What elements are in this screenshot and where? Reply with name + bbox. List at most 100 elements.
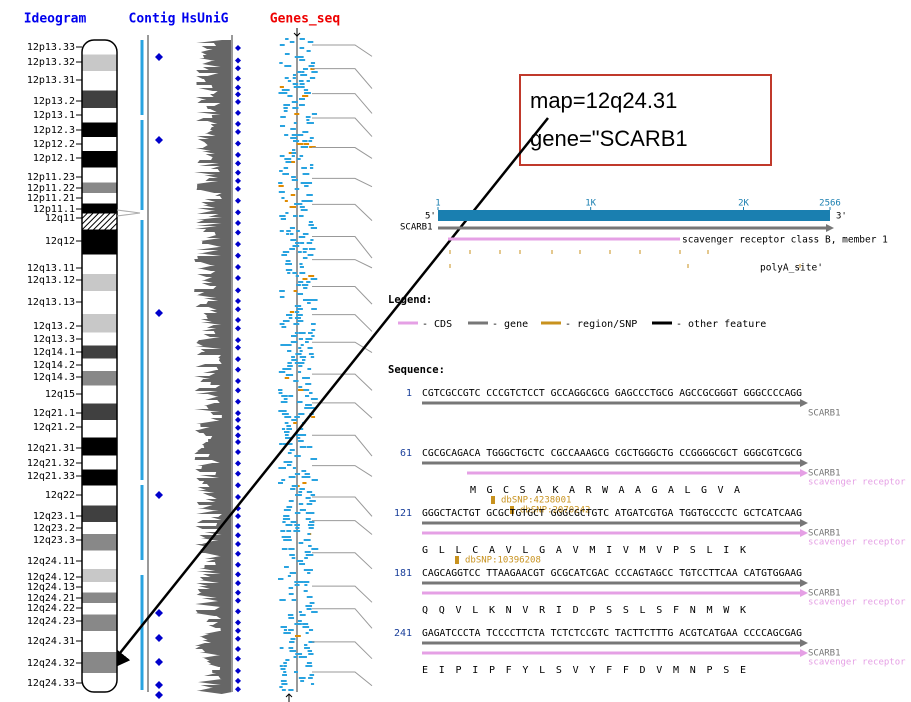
unigene-marker bbox=[235, 378, 241, 384]
gene-feature bbox=[290, 641, 294, 643]
gene-feature bbox=[302, 131, 308, 133]
gene-feature bbox=[294, 113, 299, 115]
gene-feature bbox=[311, 416, 315, 418]
gene-feature bbox=[297, 437, 300, 439]
gene-feature bbox=[278, 182, 282, 184]
gene-feature bbox=[306, 497, 311, 499]
gene-feature bbox=[279, 443, 282, 445]
gene-feature bbox=[306, 182, 312, 184]
gene-feature bbox=[283, 632, 288, 634]
snp-marker bbox=[491, 496, 495, 504]
gene-feature bbox=[310, 458, 317, 460]
contig-marker bbox=[155, 681, 163, 689]
gene-feature bbox=[291, 194, 295, 196]
unigene-marker bbox=[235, 580, 241, 586]
band bbox=[82, 55, 117, 72]
band bbox=[82, 108, 117, 123]
gene-feature bbox=[299, 80, 304, 82]
snp-label: dbSNP:10396208 bbox=[465, 556, 541, 566]
five-prime: 5' bbox=[425, 212, 436, 222]
gene-feature bbox=[282, 689, 286, 691]
band bbox=[82, 506, 117, 523]
gene-feature bbox=[308, 275, 314, 277]
gene-feature bbox=[281, 680, 287, 682]
gene-feature bbox=[283, 104, 290, 106]
gene-feature bbox=[285, 263, 292, 265]
unigene-marker bbox=[235, 513, 241, 519]
gene-feature bbox=[289, 476, 296, 478]
band-label: 12q21.32 bbox=[27, 458, 75, 469]
gene-feature bbox=[278, 185, 283, 187]
band-label: 12q13.11 bbox=[27, 263, 75, 274]
band-label: 12q11 bbox=[45, 213, 75, 224]
gene-feature bbox=[290, 572, 296, 574]
gene-feature bbox=[297, 134, 304, 136]
gene-feature bbox=[310, 239, 313, 241]
gene-feature bbox=[309, 65, 315, 67]
gene-feature bbox=[308, 332, 313, 334]
bottom-arrow bbox=[286, 694, 292, 702]
gene-feature bbox=[293, 530, 300, 532]
gene-feature bbox=[280, 116, 286, 118]
band bbox=[82, 551, 117, 570]
band-label: 12q22 bbox=[45, 490, 75, 501]
gene-feature bbox=[283, 626, 287, 628]
gene-feature bbox=[299, 332, 306, 334]
gene-feature bbox=[297, 581, 303, 583]
gene-feature bbox=[304, 569, 307, 571]
gene-link bbox=[312, 521, 372, 535]
gene-feature bbox=[300, 509, 306, 511]
unigene-marker bbox=[235, 562, 241, 568]
band-label: 12p13.33 bbox=[27, 42, 75, 53]
gene-link bbox=[312, 315, 372, 332]
row-number: 121 bbox=[394, 508, 412, 519]
gene-feature bbox=[283, 320, 290, 322]
band bbox=[82, 615, 117, 632]
band bbox=[82, 593, 117, 604]
sequence-text: CGTCGCCGTC CCCGTCTCCT GCCAGGCGCG GAGCCCT… bbox=[422, 388, 802, 399]
gene-feature bbox=[281, 479, 285, 481]
gene-feature bbox=[293, 83, 298, 85]
gene-feature bbox=[288, 395, 293, 397]
band-label: 12q15 bbox=[45, 389, 75, 400]
gene-feature bbox=[293, 77, 296, 79]
gene-feature bbox=[307, 572, 310, 574]
gene-feature bbox=[287, 350, 291, 352]
gene-feature bbox=[304, 539, 311, 541]
gene-feature bbox=[295, 242, 300, 244]
unigene-marker bbox=[235, 129, 241, 135]
gene-feature bbox=[283, 515, 289, 517]
gene-arrowhead bbox=[800, 579, 808, 587]
band-label: 12q21.1 bbox=[33, 408, 75, 419]
gene-feature bbox=[306, 512, 312, 514]
contig-marker bbox=[155, 309, 163, 317]
gene-feature bbox=[288, 629, 294, 631]
legend-item: - CDS bbox=[422, 319, 452, 330]
gene-feature bbox=[300, 266, 304, 268]
unigene-marker bbox=[235, 417, 241, 423]
unigene-marker bbox=[235, 121, 241, 127]
legend-item: - region/SNP bbox=[565, 319, 637, 330]
gene-feature bbox=[302, 140, 307, 142]
product-label: scavenger receptor bbox=[808, 658, 906, 668]
gene-feature bbox=[289, 248, 295, 250]
unigene-marker bbox=[235, 482, 241, 488]
gene-feature bbox=[287, 95, 292, 97]
gene-feature bbox=[303, 68, 308, 70]
gene-feature bbox=[286, 233, 289, 235]
gene-feature bbox=[281, 326, 286, 328]
gene-feature bbox=[286, 428, 292, 430]
gene-feature bbox=[291, 356, 295, 358]
gene-feature bbox=[288, 374, 293, 376]
gene-feature bbox=[311, 323, 316, 325]
gene-feature bbox=[291, 359, 297, 361]
gene-feature bbox=[309, 500, 315, 502]
gene-feature bbox=[286, 344, 292, 346]
band-label: 12p13.32 bbox=[27, 57, 75, 68]
gene-feature bbox=[311, 611, 318, 613]
unigene-marker bbox=[235, 628, 241, 634]
band bbox=[82, 183, 117, 194]
band bbox=[82, 420, 117, 438]
gene-link bbox=[312, 586, 372, 602]
gene-feature bbox=[310, 164, 313, 166]
